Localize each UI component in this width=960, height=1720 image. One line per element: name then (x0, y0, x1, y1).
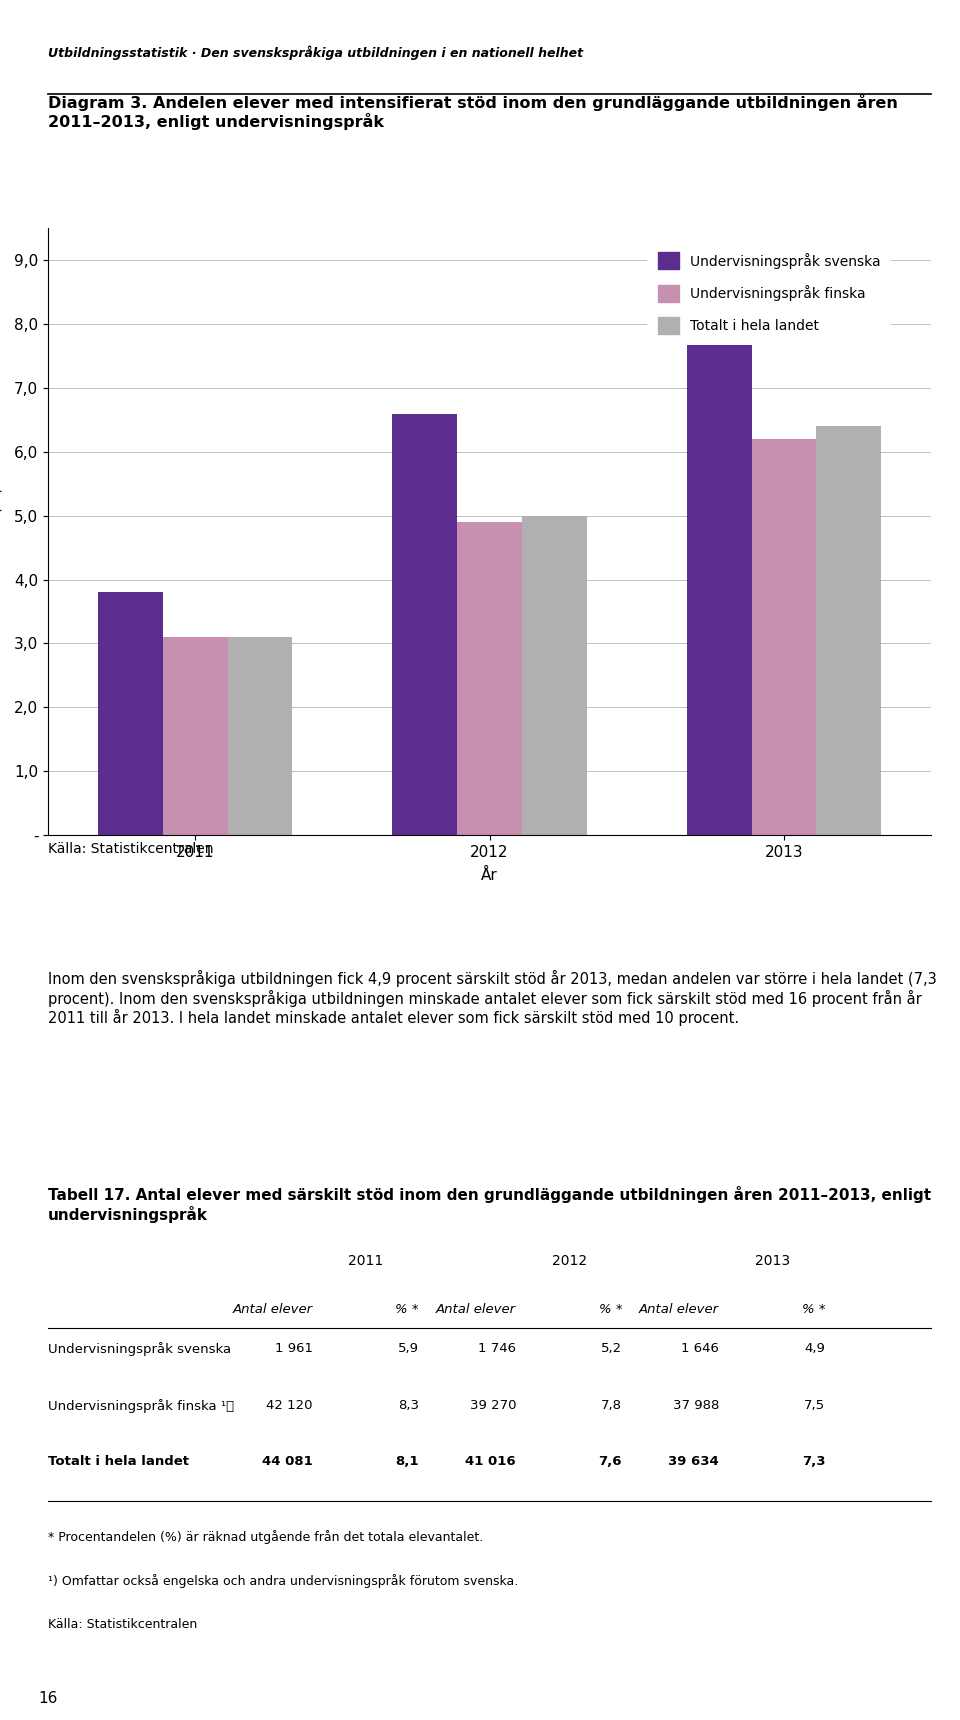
Text: 2012: 2012 (552, 1254, 587, 1268)
Text: * Procentandelen (%) är räknad utgående från det totala elevantalet.: * Procentandelen (%) är räknad utgående … (48, 1531, 483, 1545)
Bar (816, 427, 881, 834)
Text: Totalt i hela landet: Totalt i hela landet (48, 1455, 189, 1467)
Bar (163, 636, 228, 834)
Legend: Undervisningspråk svenska, Undervisningspråk finska, Totalt i hela landet: Undervisningspråk svenska, Undervisnings… (647, 241, 892, 346)
Text: 4,9: 4,9 (804, 1342, 826, 1355)
Text: % *: % * (599, 1304, 622, 1316)
Text: 41 016: 41 016 (466, 1455, 516, 1467)
Text: Inom den svenskspråkiga utbildningen fick 4,9 procent särskilt stöd år 2013, med: Inom den svenskspråkiga utbildningen fic… (48, 970, 937, 1027)
Text: Undervisningspråk svenska: Undervisningspråk svenska (48, 1342, 231, 1357)
Text: 5,2: 5,2 (601, 1342, 622, 1355)
Text: 7,3: 7,3 (802, 1455, 826, 1467)
Text: Tabell 17. Antal elever med särskilt stöd inom den grundläggande utbildningen år: Tabell 17. Antal elever med särskilt stö… (48, 1187, 931, 1223)
Text: % *: % * (396, 1304, 419, 1316)
Text: Källa: Statistikcentralen: Källa: Statistikcentralen (48, 841, 213, 855)
Text: Antal elever: Antal elever (436, 1304, 516, 1316)
Text: Diagram 3. Andelen elever med intensifierat stöd inom den grundläggande utbildni: Diagram 3. Andelen elever med intensifie… (48, 93, 898, 131)
Text: 42 120: 42 120 (267, 1398, 313, 1412)
Text: Källa: Statistikcentralen: Källa: Statistikcentralen (48, 1619, 197, 1632)
X-axis label: År: År (481, 869, 498, 882)
Text: Antal elever: Antal elever (639, 1304, 719, 1316)
Bar (228, 636, 293, 834)
Text: 7,5: 7,5 (804, 1398, 826, 1412)
Bar (98, 592, 163, 834)
Text: % *: % * (802, 1304, 826, 1316)
Text: 2013: 2013 (755, 1254, 790, 1268)
Text: 5,9: 5,9 (398, 1342, 419, 1355)
Text: 39 634: 39 634 (668, 1455, 719, 1467)
Text: Antal elever: Antal elever (233, 1304, 313, 1316)
Text: 1 961: 1 961 (275, 1342, 313, 1355)
Text: 7,6: 7,6 (599, 1455, 622, 1467)
Text: 44 081: 44 081 (262, 1455, 313, 1467)
Text: ¹) Omfattar också engelska och andra undervisningspråk förutom svenska.: ¹) Omfattar också engelska och andra und… (48, 1574, 518, 1589)
Bar (522, 516, 587, 834)
Text: 16: 16 (38, 1691, 58, 1706)
Text: Utbildningsstatistik · Den svenskspråkiga utbildningen i en nationell helhet: Utbildningsstatistik · Den svenskspråkig… (48, 45, 583, 60)
Text: 2011: 2011 (348, 1254, 384, 1268)
Text: 37 988: 37 988 (673, 1398, 719, 1412)
Bar (752, 439, 816, 834)
Text: 1 746: 1 746 (478, 1342, 516, 1355)
Bar (393, 413, 457, 834)
Text: 8,3: 8,3 (398, 1398, 419, 1412)
Y-axis label: Procent (%): Procent (%) (0, 487, 3, 576)
Text: 39 270: 39 270 (469, 1398, 516, 1412)
Text: 7,8: 7,8 (601, 1398, 622, 1412)
Bar (686, 337, 752, 834)
Text: Undervisningspråk finska ¹⧧: Undervisningspråk finska ¹⧧ (48, 1398, 234, 1412)
Text: 1 646: 1 646 (682, 1342, 719, 1355)
Text: 8,1: 8,1 (396, 1455, 419, 1467)
Bar (457, 523, 522, 834)
